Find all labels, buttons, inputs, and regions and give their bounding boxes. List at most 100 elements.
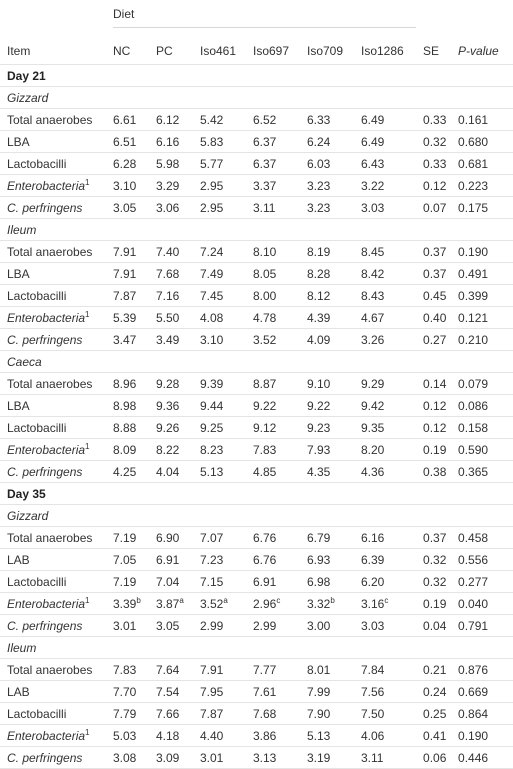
- value-cell: 7.45: [193, 284, 246, 307]
- cell-value: 7.93: [307, 442, 331, 457]
- section-heading-row: Caeca: [0, 350, 513, 373]
- cell-value: 3.26: [361, 332, 385, 347]
- cell-value: 3.01: [200, 750, 224, 765]
- cell-value: 9.36: [156, 398, 180, 413]
- cell-value: 5.50: [156, 310, 180, 325]
- value-cell: 7.15: [193, 570, 246, 593]
- footnote-marker: 1: [85, 727, 90, 737]
- cell-value: 6.79: [307, 530, 331, 545]
- footnote-marker: 1: [85, 309, 90, 319]
- value-cell: 0.158: [451, 416, 513, 439]
- value-cell: 6.39: [354, 548, 417, 571]
- row-label-cell: Enterobacteria1: [0, 724, 106, 747]
- cell-value: 7.83: [113, 662, 137, 677]
- value-cell: 7.68: [246, 702, 300, 725]
- cell-value: 6.91: [253, 574, 277, 589]
- table-row: C. perfringens 3.47 3.49 3.10 3.52 4.09 3.26 0.…: [0, 328, 513, 351]
- value-cell: 0.876: [451, 658, 513, 681]
- value-cell: 6.16: [354, 526, 417, 549]
- value-cell: 3.52a: [193, 592, 246, 615]
- value-cell: 3.32b: [300, 592, 354, 615]
- row-label: LBA: [7, 398, 30, 413]
- value-cell: 6.37: [246, 130, 300, 153]
- cell-value: 8.22: [156, 442, 180, 457]
- empty-header-cell: [0, 0, 106, 28]
- value-cell: 6.49: [354, 108, 417, 131]
- table-row: LBA 7.91 7.68 7.49 8.05 8.28 8.42 0.37 0.491: [0, 262, 513, 285]
- cell-value: 7.70: [113, 684, 137, 699]
- row-label: Lactobacilli: [7, 420, 67, 435]
- value-cell: 9.23: [300, 416, 354, 439]
- significance-letter: a: [223, 595, 228, 605]
- value-cell: 9.35: [354, 416, 417, 439]
- cell-value: 0.45: [423, 288, 447, 303]
- value-cell: 3.06: [149, 196, 193, 219]
- row-label-cell: Lactobacilli: [0, 152, 106, 175]
- value-cell: 6.28: [106, 152, 149, 175]
- cell-value: 0.669: [458, 684, 489, 699]
- table-row: LBA 6.51 6.16 5.83 6.37 6.24 6.49 0.32 0.680: [0, 130, 513, 153]
- cell-value: 5.77: [200, 156, 224, 171]
- cell-value: 0.24: [423, 684, 447, 699]
- cell-value: 0.33: [423, 156, 447, 171]
- cell-value: 7.91: [113, 266, 137, 281]
- cell-value: 0.25: [423, 706, 447, 721]
- value-cell: 3.16c: [354, 592, 417, 615]
- cell-value: 7.19: [113, 574, 137, 589]
- value-cell: 8.12: [300, 284, 354, 307]
- value-cell: 4.25: [106, 460, 149, 483]
- section-heading-row: Gizzard: [0, 504, 513, 527]
- cell-value: 0.33: [423, 112, 447, 127]
- value-cell: 5.77: [193, 152, 246, 175]
- section-heading: Ileum: [0, 218, 513, 241]
- cell-value: 7.15: [200, 574, 224, 589]
- cell-value: 8.20: [361, 442, 385, 457]
- cell-value: 0.21: [423, 662, 447, 677]
- cell-value: 3.13: [253, 750, 277, 765]
- cell-value: 3.86: [253, 728, 277, 743]
- value-cell: 7.50: [354, 702, 417, 725]
- col-header-item: Item: [0, 28, 106, 65]
- cell-value: 9.42: [361, 398, 385, 413]
- value-cell: 4.85: [246, 460, 300, 483]
- cell-value: 0.491: [458, 266, 489, 281]
- cell-value: 3.49: [156, 332, 180, 347]
- cell-value: 5.03: [113, 728, 137, 743]
- cell-value: 7.16: [156, 288, 180, 303]
- cell-value: 3.11: [361, 750, 384, 765]
- value-cell: 3.11: [354, 746, 417, 769]
- value-cell: 6.43: [354, 152, 417, 175]
- row-label-cell: Total anaerobes: [0, 372, 106, 395]
- row-label: Total anaerobes: [7, 376, 93, 391]
- cell-value: 2.95: [200, 178, 224, 193]
- value-cell: 8.10: [246, 240, 300, 263]
- value-cell: 9.12: [246, 416, 300, 439]
- cell-value: 7.40: [156, 244, 180, 259]
- table-row: Lactobacilli 6.28 5.98 5.77 6.37 6.03 6.43 0.33…: [0, 152, 513, 175]
- value-cell: 0.32: [416, 570, 452, 593]
- cell-value: 8.23: [200, 442, 224, 457]
- cell-value: 6.24: [307, 134, 331, 149]
- cell-value: 8.43: [361, 288, 385, 303]
- value-cell: 8.00: [246, 284, 300, 307]
- value-cell: 0.32: [416, 548, 452, 571]
- cell-value: 7.87: [200, 706, 224, 721]
- table-row: C. perfringens 3.08 3.09 3.01 3.13 3.19 3.11 0.…: [0, 746, 513, 769]
- value-cell: 0.14: [416, 372, 452, 395]
- value-cell: 0.04: [416, 614, 452, 637]
- value-cell: 7.70: [106, 680, 149, 703]
- value-cell: 7.95: [193, 680, 246, 703]
- value-cell: 7.23: [193, 548, 246, 571]
- cell-value: 8.00: [253, 288, 277, 303]
- value-cell: 6.16: [149, 130, 193, 153]
- cell-value: 6.03: [307, 156, 331, 171]
- row-label-cell: C. perfringens: [0, 196, 106, 219]
- cell-value: 0.079: [458, 376, 489, 391]
- value-cell: 0.277: [451, 570, 513, 593]
- value-cell: 7.79: [106, 702, 149, 725]
- cell-value: 7.79: [113, 706, 137, 721]
- cell-value: 7.77: [253, 662, 277, 677]
- row-label-cell: Total anaerobes: [0, 526, 106, 549]
- value-cell: 3.29: [149, 174, 193, 197]
- cell-value: 0.07: [423, 200, 447, 215]
